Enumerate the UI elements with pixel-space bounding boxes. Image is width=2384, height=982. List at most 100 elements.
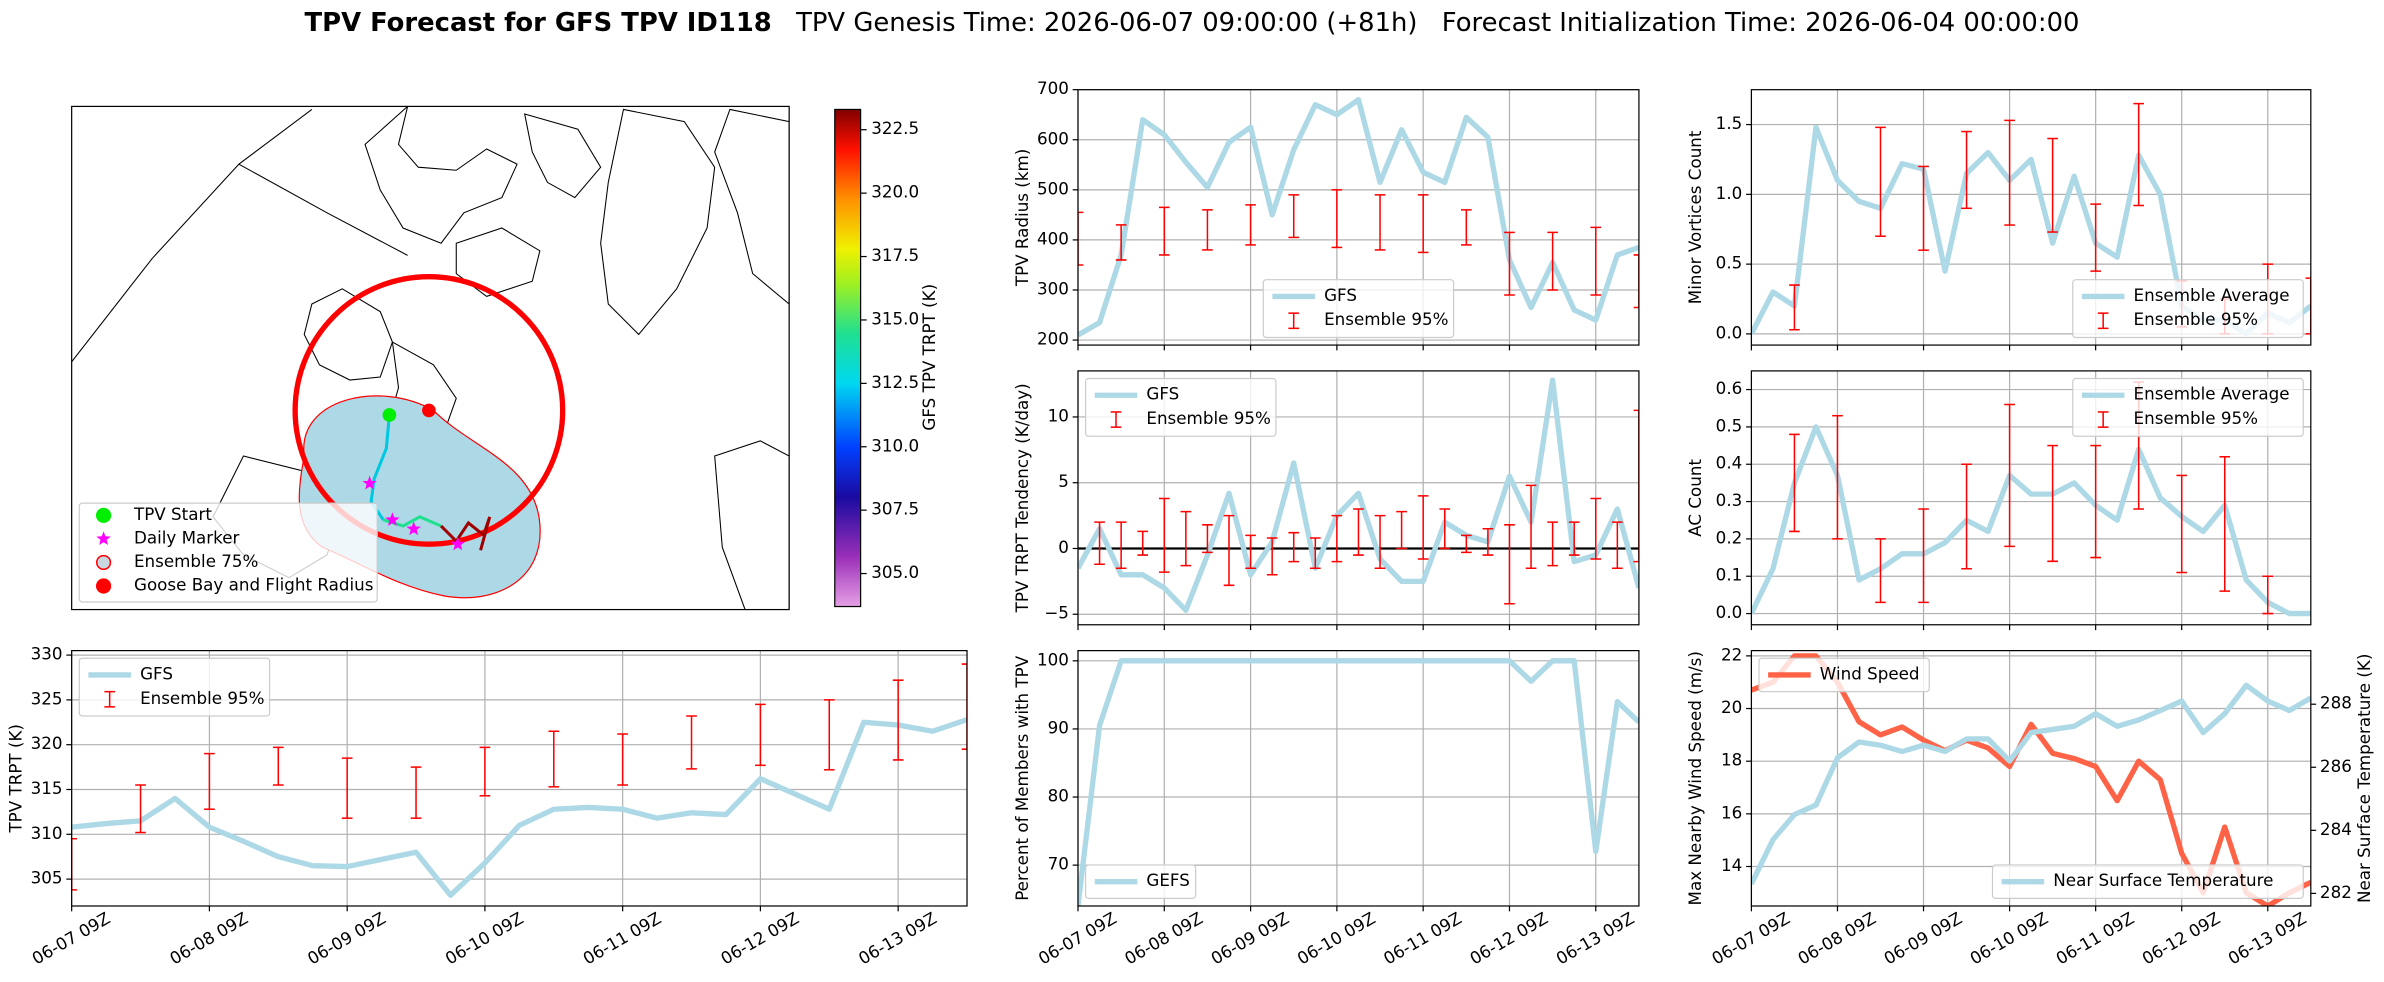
error-bar xyxy=(2176,474,2188,574)
error-bar xyxy=(1633,254,1639,309)
legend-label: Near Surface Temperature xyxy=(2053,870,2273,890)
error-bar xyxy=(1202,524,1213,554)
map-legend xyxy=(78,502,378,603)
legend-label: GFS xyxy=(140,663,173,683)
colorbar-tick-label: 305.0 xyxy=(871,562,919,582)
error-bar xyxy=(1875,126,1886,237)
daily-marker xyxy=(406,521,421,536)
y-tick-label: 0.0 xyxy=(1716,602,1743,622)
panel: 0.0 0.5 1.0 1.5 Minor Vortices Count Ensemble… xyxy=(1685,89,2312,351)
y-tick-label: 20 xyxy=(1721,697,1742,717)
goose-bay xyxy=(422,403,436,418)
frame xyxy=(71,650,968,907)
y-tick-label: 100 xyxy=(1037,649,1069,669)
colorbar-tick-label: 320.0 xyxy=(871,182,919,202)
legend: GFS Ensemble 95% xyxy=(78,657,271,717)
legend: Wind Speed xyxy=(1758,657,1930,693)
y2-tick-label: 288 xyxy=(2320,693,2352,713)
y-tick-label: 200 xyxy=(1037,329,1069,349)
error-bar xyxy=(1961,463,1972,570)
error-bar xyxy=(2262,575,2274,615)
error-bar xyxy=(1245,204,1256,246)
line xyxy=(1077,97,1639,338)
legend-box xyxy=(1758,657,1930,693)
error-bar xyxy=(2305,277,2311,335)
y-tick-label: 0.2 xyxy=(1716,527,1743,547)
y-tick-label: 305 xyxy=(31,868,63,888)
error-bar xyxy=(1158,206,1170,256)
colorbar-tick-label: 322.5 xyxy=(871,118,919,138)
y-tick-label: 1.0 xyxy=(1716,183,1743,203)
error-bar xyxy=(2090,444,2101,559)
y-tick-label: 16 xyxy=(1721,802,1742,822)
y-tick-label: 325 xyxy=(31,688,63,708)
y-tick-label: 600 xyxy=(1037,128,1069,148)
legend-box xyxy=(2072,377,2304,437)
error-bar xyxy=(71,838,77,891)
error-bar xyxy=(1353,508,1364,556)
legend-label: Ensemble Average xyxy=(2134,285,2290,305)
error-bar xyxy=(479,746,491,797)
x-tick-label: 06-08 09Z xyxy=(166,908,251,969)
error-bar xyxy=(2047,444,2058,563)
error-bar xyxy=(1504,231,1515,296)
error-bar xyxy=(2090,203,2101,272)
x-tick-label: 06-10 09Z xyxy=(442,908,527,969)
frame xyxy=(1077,370,1640,626)
panel: 06-07 09Z 06-08 09Z 06-09 09Z 06-10 09Z 06-1… xyxy=(1685,644,2374,968)
y-tick-label: 400 xyxy=(1037,228,1069,248)
error-bar xyxy=(1633,409,1639,563)
y-tick-label: 14 xyxy=(1721,855,1742,875)
legend-marker xyxy=(95,507,112,523)
error-bar xyxy=(1547,521,1558,567)
legend-label: Ensemble 95% xyxy=(140,688,264,708)
legend-label: GEFS xyxy=(1146,870,1189,890)
tpv-start xyxy=(382,408,397,422)
x-tick-label: 06-08 09Z xyxy=(1794,908,1879,969)
error-bar xyxy=(1417,495,1429,560)
x-tick-label: 06-07 09Z xyxy=(1708,908,1793,969)
genesis-time: TPV Genesis Time: 2026-06-07 09:00:00 (+… xyxy=(795,7,1417,37)
error-bar xyxy=(1288,194,1300,239)
y-tick-label: 0.6 xyxy=(1716,378,1743,398)
legend-label: Ensemble 95% xyxy=(2134,408,2258,428)
legend-box xyxy=(1991,864,2304,900)
legend-label: Ensemble 95% xyxy=(1324,309,1448,329)
plot-area xyxy=(1751,653,2311,906)
error-bar xyxy=(1115,224,1127,261)
boundary xyxy=(71,109,313,363)
x-tick-label: 06-11 09Z xyxy=(579,908,664,969)
panel: 06-07 09Z 06-08 09Z 06-09 09Z 06-10 09Z 06-1… xyxy=(5,644,968,969)
panel: 0.0 0.1 0.2 0.3 0.4 0.5 0.6 AC Count Ensemble Av… xyxy=(1685,370,2312,631)
x-tick-label: 06-10 09Z xyxy=(1966,908,2051,969)
colorbar-tick-label: 310.0 xyxy=(871,435,919,455)
y2-tick-label: 282 xyxy=(2320,882,2352,902)
error-bar xyxy=(1331,189,1343,249)
error-bar xyxy=(1568,521,1580,556)
error-bar xyxy=(1461,534,1472,554)
plot-area xyxy=(1077,658,1639,906)
colorbar-tick-label: 317.5 xyxy=(871,245,919,265)
coastline xyxy=(523,113,602,199)
colorbar-label: GFS TPV TRPT (K) xyxy=(919,284,939,431)
error-bar xyxy=(1137,530,1149,556)
figure-title: TPV Forecast for GFS TPV ID118 TPV Genesi… xyxy=(305,7,2080,37)
y-tick-label: 0.5 xyxy=(1716,415,1743,435)
x-tick-label: 06-11 09Z xyxy=(1380,908,1465,969)
coastline xyxy=(364,106,518,244)
error-bar xyxy=(1115,521,1127,569)
error-bar xyxy=(1374,514,1386,569)
coastline xyxy=(714,108,790,305)
legend-label: Ensemble 95% xyxy=(2134,309,2258,329)
error-bar xyxy=(1482,527,1494,556)
x-tick-label: 06-09 09Z xyxy=(304,908,389,969)
y-axis-label: TPV TRPT (K) xyxy=(5,724,25,834)
y-tick-label: −5 xyxy=(1044,603,1069,623)
error-bar xyxy=(1918,508,1929,604)
legend-label: GFS xyxy=(1324,285,1357,305)
frame xyxy=(1750,650,2312,907)
error-bar xyxy=(1439,508,1451,550)
error-bar xyxy=(1077,211,1084,266)
